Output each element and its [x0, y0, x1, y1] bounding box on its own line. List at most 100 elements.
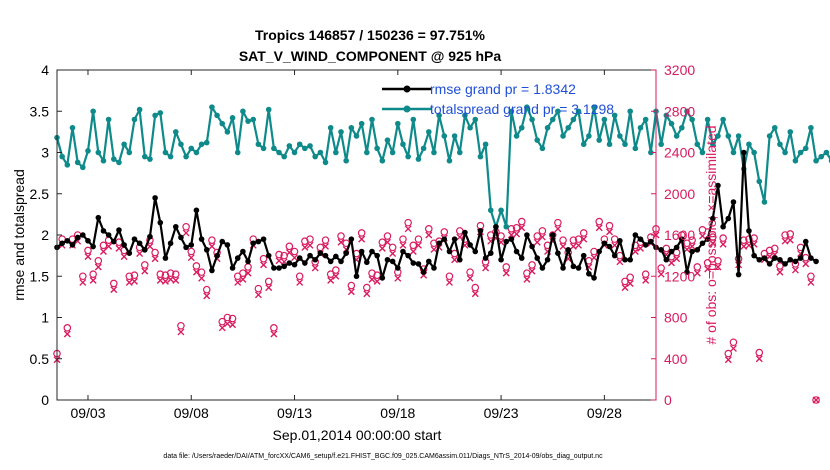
rmse-point: [679, 236, 685, 242]
totalspread-point: [395, 120, 401, 127]
obs-possible-point: [579, 229, 588, 237]
totalspread-point: [679, 124, 685, 131]
y-right-axis-ticks: 0 400 800 1200 1600 2000 2400 2800 3200: [651, 62, 695, 408]
rmse-point: [601, 240, 608, 247]
obs-assimilated-point: [296, 278, 304, 286]
y-left-tick-label: 1: [41, 310, 49, 326]
totalspread-point: [152, 112, 158, 119]
rmse-point: [524, 232, 530, 238]
obs-possible-point: [357, 229, 366, 237]
totalspread-point: [389, 149, 396, 156]
obs-possible-point: [414, 235, 423, 243]
obs-assimilated-point: [332, 272, 340, 280]
totalspread-point: [575, 108, 582, 115]
obs-assimilated-point: [136, 250, 144, 258]
obs-possible-point: [714, 256, 722, 265]
obs-possible-point: [554, 218, 562, 227]
y-right-tick-label: 1200: [664, 268, 695, 284]
x-tick-label: 09/18: [380, 405, 415, 421]
totalspread-point: [725, 133, 732, 139]
obs-assimilated-point: [254, 291, 262, 299]
totalspread-point: [203, 139, 210, 146]
obs-possible-point: [399, 235, 407, 243]
obs-possible-point: [388, 243, 397, 252]
rmse-point: [152, 195, 158, 201]
obs-assimilated-point: [729, 344, 737, 352]
obs-assimilated-point: [182, 229, 190, 237]
totalspread-point: [126, 149, 133, 156]
obs-possible-point: [378, 238, 387, 247]
obs-assimilated-point: [791, 266, 799, 274]
obs-assimilated-point: [482, 264, 490, 272]
totalspread-point: [487, 207, 494, 214]
obs-assimilated-point: [502, 269, 510, 277]
totalspread-point: [358, 120, 365, 127]
totalspread-point: [787, 129, 794, 135]
obs-possible-point: [770, 244, 779, 253]
totalspread-point: [95, 149, 102, 156]
legend: rmse grand pr = 1.8342 totalspread grand…: [382, 81, 614, 117]
obs-assimilated-point: [606, 228, 614, 236]
rmse-point: [420, 269, 427, 275]
rmse-point: [503, 238, 510, 245]
rmse-point: [364, 259, 370, 266]
obs-assimilated-point: [404, 225, 412, 233]
rmse-point: [95, 214, 102, 221]
obs-assimilated-point: [642, 276, 650, 284]
rmse-point: [90, 243, 96, 250]
obs-assimilated-point: [394, 274, 402, 282]
obs-assimilated-point: [130, 277, 138, 285]
plot-area: [57, 70, 656, 400]
totalspread-point: [116, 159, 122, 166]
y-right-tick-label: 2800: [664, 103, 695, 119]
totalspread-point: [756, 178, 763, 185]
totalspread-point: [369, 116, 375, 123]
rmse-point: [591, 275, 597, 281]
totalspread-point: [658, 141, 664, 148]
obs-assimilated-point: [466, 274, 474, 282]
rmse-point: [632, 232, 639, 238]
totalspread-point: [178, 141, 184, 148]
rmse-point: [720, 223, 726, 230]
y-right-tick-label: 3200: [664, 62, 695, 78]
y-left-tick-label: 0: [41, 392, 49, 408]
totalspread-point: [276, 149, 282, 156]
totalspread-point: [586, 133, 592, 139]
rmse-series: [54, 149, 819, 281]
rmse-point: [431, 265, 437, 271]
totalspread-point: [296, 141, 303, 148]
obs-assimilated-point: [776, 268, 784, 276]
obs-possible-point: [507, 225, 516, 233]
obs-possible-point: [63, 324, 72, 332]
obs-possible-point: [801, 253, 810, 262]
obs-possible-point: [559, 236, 567, 244]
y-left-tick-label: 3.5: [30, 103, 50, 119]
totalspread-point: [534, 137, 541, 143]
obs-possible-point: [776, 262, 784, 270]
totalspread-point: [668, 120, 675, 127]
totalspread-point: [85, 148, 91, 154]
rmse-point: [203, 247, 210, 253]
totalspread-point: [74, 159, 81, 166]
rmse-point: [369, 248, 375, 255]
y-right-tick-label: 1600: [664, 227, 695, 243]
totalspread-point: [611, 112, 618, 119]
totalspread-point: [684, 108, 690, 115]
rmse-point: [157, 219, 164, 226]
totalspread-point: [198, 141, 205, 148]
obs-possible-point: [182, 222, 190, 231]
obs-assimilated-point: [590, 254, 598, 262]
totalspread-point: [622, 141, 628, 148]
y-left-tick-label: 1.5: [30, 268, 50, 284]
obs-possible-point: [270, 324, 278, 332]
totalspread-point: [591, 104, 597, 110]
obs-assimilated-point: [755, 355, 763, 363]
obs-assimilated-point: [523, 275, 531, 283]
rmse-point: [575, 265, 582, 271]
rmse-point: [425, 258, 432, 265]
totalspread-point: [771, 124, 778, 131]
rmse-point: [400, 248, 406, 255]
obs-assimilated-point: [802, 260, 810, 268]
obs-assimilated-point: [167, 275, 175, 283]
rmse-point: [689, 248, 695, 255]
